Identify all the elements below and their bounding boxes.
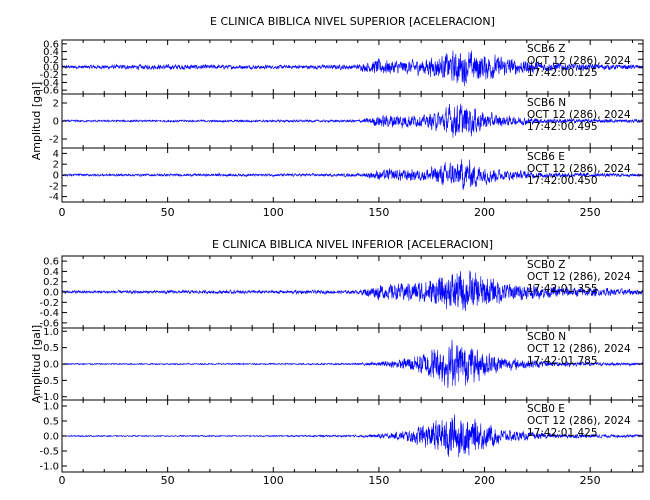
y-tick-label: -0.2 (39, 298, 59, 309)
y-tick-label: -0.5 (39, 376, 59, 387)
panel-annotation: OCT 12 (286), 2024 (527, 109, 631, 121)
x-tick-label: 50 (161, 206, 175, 219)
chart-title: E CLINICA BIBLICA NIVEL INFERIOR [ACELER… (212, 238, 493, 251)
chart-title: E CLINICA BIBLICA NIVEL SUPERIOR [ACELER… (210, 15, 495, 28)
panel-annotation: 17:42:00.125 (527, 67, 598, 79)
y-tick-label: 2 (53, 99, 59, 110)
x-tick-label: 200 (474, 474, 495, 487)
panel-annotation: 17:42:01.785 (527, 355, 598, 367)
panel-annotation: SCB6 N (527, 97, 566, 109)
y-tick-label: 1.0 (43, 402, 59, 413)
waveform-line (61, 159, 644, 191)
chart-2: E CLINICA BIBLICA NIVEL INFERIOR [ACELER… (30, 238, 644, 487)
x-tick-label: 100 (263, 206, 284, 219)
y-tick-label: -0.2 (39, 70, 59, 81)
y-tick-label: 0.6 (43, 257, 59, 268)
waveform-line (61, 270, 644, 312)
panel-annotation: 17:42:01.355 (527, 283, 598, 295)
panel-annotation: SCB6 E (527, 151, 565, 163)
waveform-line (61, 103, 644, 138)
x-tick-label: 150 (368, 206, 389, 219)
y-tick-label: -2 (49, 135, 59, 146)
panel-annotation: SCB0 Z (527, 259, 565, 271)
y-tick-label: 0.2 (43, 55, 59, 66)
x-tick-label: 200 (474, 206, 495, 219)
x-tick-label: 50 (161, 474, 175, 487)
panel-annotation: SCB6 Z (527, 43, 565, 55)
y-tick-label: 0.2 (43, 277, 59, 288)
x-tick-label: 250 (580, 474, 601, 487)
panel-annotation: 17:42:00.450 (527, 175, 598, 187)
x-tick-label: 150 (368, 474, 389, 487)
y-tick-label: 0.0 (43, 288, 59, 299)
x-tick-label: 250 (580, 206, 601, 219)
chart-1: E CLINICA BIBLICA NIVEL SUPERIOR [ACELER… (30, 15, 644, 219)
y-tick-label: 0.0 (43, 63, 59, 74)
y-tick-label: 0 (53, 171, 59, 182)
panel-annotation: SCB0 E (527, 403, 565, 415)
y-tick-label: 0.0 (43, 432, 59, 443)
y-tick-label: 0.0 (43, 360, 59, 371)
y-tick-label: 0.6 (43, 39, 59, 50)
waveform-line (61, 339, 644, 389)
y-tick-label: -0.5 (39, 447, 59, 458)
y-tick-label: -0.4 (39, 308, 59, 319)
y-tick-label: -0.6 (39, 86, 59, 97)
panel-annotation: 17:42:01.425 (527, 427, 598, 439)
y-tick-label: -0.6 (39, 318, 59, 329)
x-tick-label: 0 (59, 474, 66, 487)
waveform-line (61, 414, 644, 458)
y-tick-label: 0.4 (43, 267, 59, 278)
y-tick-label: -0.4 (39, 78, 59, 89)
panel-annotation: 17:42:00.495 (527, 121, 598, 133)
y-tick-label: 0.4 (43, 47, 59, 58)
panel-annotation: OCT 12 (286), 2024 (527, 415, 631, 427)
x-tick-label: 0 (59, 206, 66, 219)
y-axis-label: Amplitud [gal] (30, 325, 43, 403)
panel-annotation: OCT 12 (286), 2024 (527, 343, 631, 355)
waveform-line (61, 50, 644, 87)
panel-annotation: OCT 12 (286), 2024 (527, 271, 631, 283)
y-tick-label: 0 (53, 117, 59, 128)
y-axis-label: Amplitud [gal] (30, 82, 43, 160)
y-tick-label: 0.5 (43, 343, 59, 354)
y-tick-label: -1.0 (39, 462, 59, 473)
y-tick-label: -1.0 (39, 392, 59, 403)
panel-annotation: OCT 12 (286), 2024 (527, 163, 631, 175)
y-tick-label: -2 (49, 181, 59, 192)
y-tick-label: 1.0 (43, 327, 59, 338)
panel-annotation: SCB0 N (527, 331, 566, 343)
y-tick-label: 0.5 (43, 417, 59, 428)
y-tick-label: 4 (53, 149, 59, 160)
y-tick-label: 2 (53, 160, 59, 171)
panel-annotation: OCT 12 (286), 2024 (527, 55, 631, 67)
y-tick-label: -4 (49, 192, 59, 203)
x-tick-label: 100 (263, 474, 284, 487)
